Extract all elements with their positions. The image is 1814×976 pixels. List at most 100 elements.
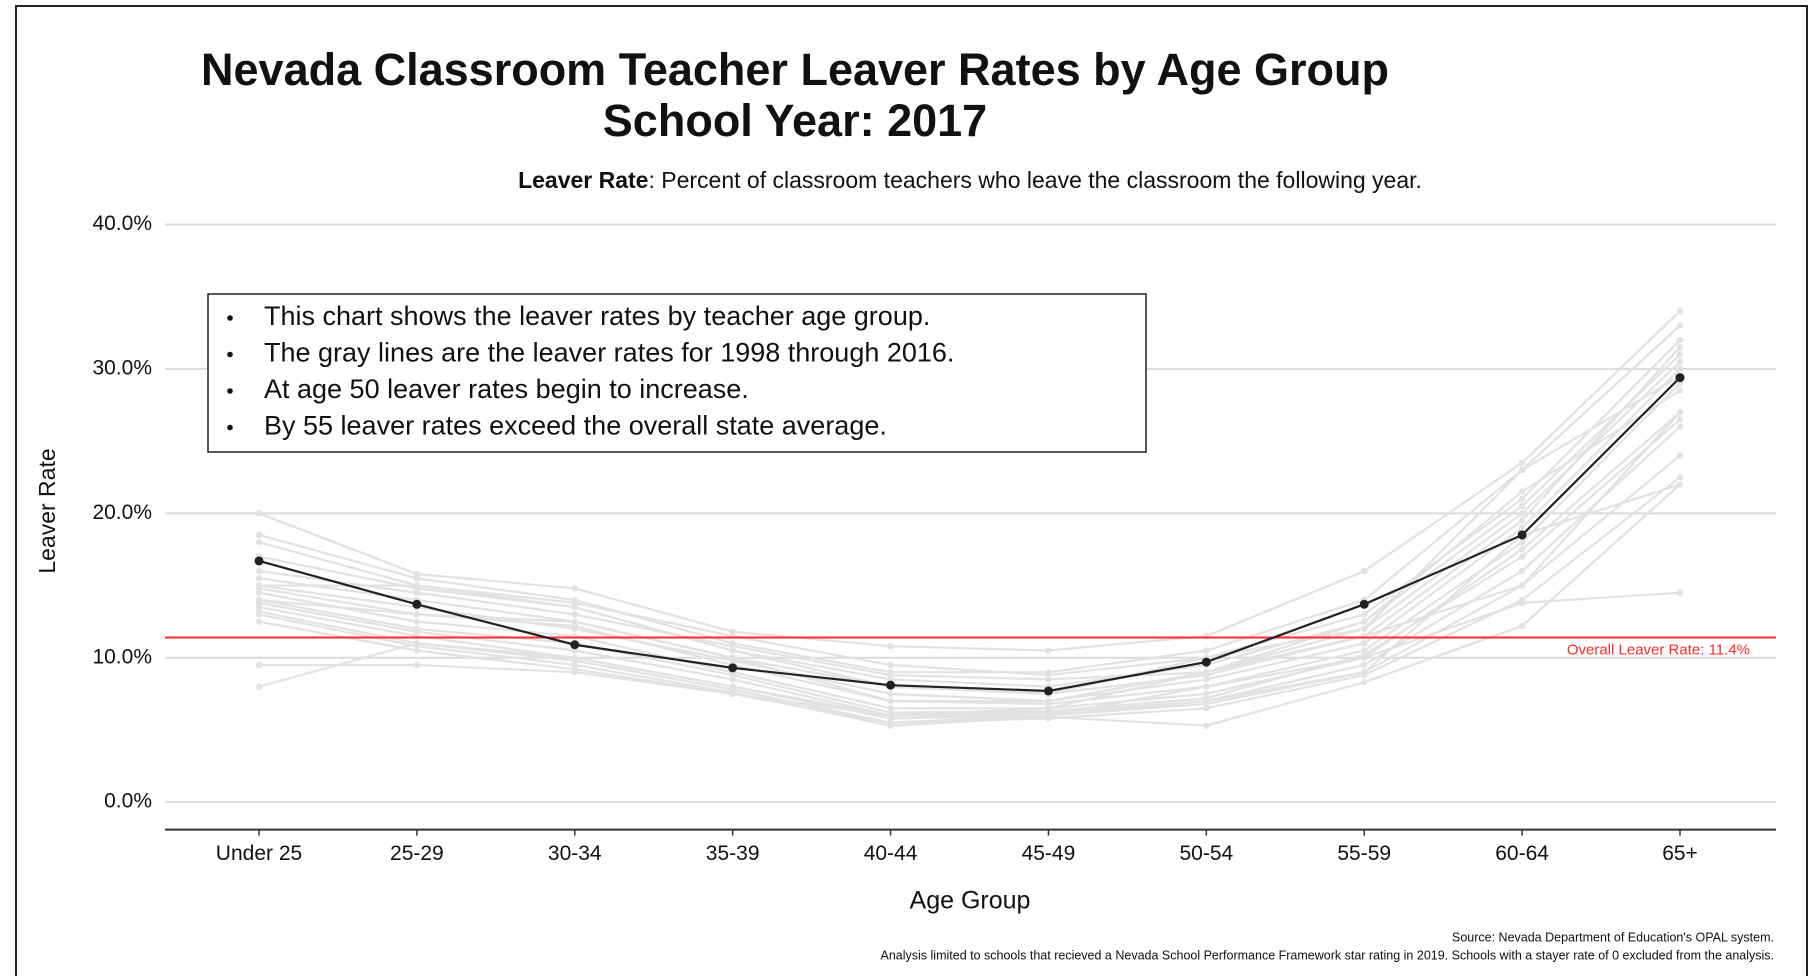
history-point <box>887 661 894 669</box>
history-point <box>413 611 421 618</box>
history-point <box>255 531 263 539</box>
history-point <box>729 676 736 683</box>
history-point <box>255 575 263 582</box>
history-point <box>413 640 421 647</box>
history-point <box>1045 697 1052 705</box>
history-point <box>1676 423 1684 430</box>
x-tick-label: 55-59 <box>1337 842 1391 865</box>
history-point <box>1676 365 1684 373</box>
x-tick-label: 40-44 <box>864 842 918 865</box>
history-point <box>1361 611 1368 618</box>
history-point <box>729 683 736 690</box>
history-point <box>413 582 421 589</box>
history-point <box>1676 344 1684 351</box>
history-point <box>887 697 894 705</box>
history-point <box>1518 488 1526 495</box>
subtitle: Leaver Rate: Percent of classroom teache… <box>518 167 1422 193</box>
history-point <box>1518 517 1526 524</box>
history-point <box>1676 589 1684 596</box>
series-point <box>412 599 422 609</box>
history-line <box>258 483 1681 727</box>
history-point <box>1676 416 1684 423</box>
y-tick-label: 20.0% <box>92 501 152 524</box>
notes-box: This chart shows the leaver rates by tea… <box>207 293 1147 453</box>
history-line <box>258 324 1681 674</box>
history-point <box>1361 654 1368 661</box>
history-line <box>258 389 1681 703</box>
history-point <box>1203 676 1210 683</box>
x-tick-label: 65+ <box>1662 842 1698 865</box>
bullet <box>227 424 233 431</box>
history-line <box>258 411 1681 717</box>
reference-label: Overall Leaver Rate: 11.4% <box>1567 641 1750 658</box>
history-point <box>255 539 263 546</box>
history-point <box>255 567 263 575</box>
history-point <box>1203 647 1210 654</box>
history-point <box>1203 683 1210 690</box>
history-point <box>571 585 578 592</box>
history-point <box>1045 676 1052 683</box>
note-text: The gray lines are the leaver rates for … <box>264 338 954 368</box>
y-tick-label: 10.0% <box>92 645 152 668</box>
series-point <box>1201 657 1211 667</box>
chart-title: Nevada Classroom Teacher Leaver Rates by… <box>201 44 1389 95</box>
history-point <box>255 618 263 625</box>
notes-frame <box>207 293 1147 453</box>
history-point <box>255 661 263 669</box>
bullet <box>227 388 233 394</box>
source-note: Source: Nevada Department of Education's… <box>1452 930 1774 944</box>
history-point <box>1361 618 1368 625</box>
history-point <box>1676 322 1684 329</box>
history-point <box>1518 567 1526 575</box>
history-point <box>1203 668 1210 676</box>
subtitle-term: Leaver Rate <box>518 167 648 193</box>
history-point <box>1361 679 1368 686</box>
history-line <box>258 310 1681 652</box>
history-point <box>729 690 736 698</box>
series-point <box>728 663 738 673</box>
history-line <box>258 425 1681 717</box>
bullet <box>227 351 233 358</box>
history-point <box>1676 336 1684 344</box>
series-point <box>1675 373 1685 383</box>
history-point <box>1045 705 1052 712</box>
history-point <box>1203 705 1210 712</box>
history-point <box>1518 622 1526 630</box>
history-point <box>887 642 894 650</box>
subtitle-text: : Percent of classroom teachers who leav… <box>648 167 1421 193</box>
history-point <box>1361 625 1368 633</box>
history-line <box>258 353 1681 688</box>
history-point <box>729 647 736 654</box>
source-note: Analysis limited to schools that recieve… <box>881 948 1774 962</box>
x-tick-label: Under 25 <box>216 842 302 865</box>
history-point <box>1518 459 1526 466</box>
history-point <box>413 575 421 582</box>
history-point <box>1361 640 1368 647</box>
history-point <box>255 582 263 589</box>
history-point <box>1676 481 1684 488</box>
series-point <box>570 640 580 650</box>
x-tick-label: 50-54 <box>1179 842 1233 865</box>
history-point <box>1518 539 1526 546</box>
history-point <box>571 654 578 661</box>
x-tick-label: 25-29 <box>390 842 444 865</box>
series-point <box>886 680 896 690</box>
history-line <box>259 375 1681 695</box>
y-tick-label: 0.0% <box>104 790 152 813</box>
history-point <box>887 719 894 726</box>
frame <box>15 5 1808 976</box>
x-tick-label: 45-49 <box>1022 842 1076 865</box>
history-point <box>1518 495 1526 503</box>
note-text: By 55 leaver rates exceed the overall st… <box>264 411 887 441</box>
history-point <box>571 604 578 611</box>
history-point <box>1203 722 1210 729</box>
x-tick-label: 30-34 <box>548 842 602 865</box>
history-line <box>259 591 1681 724</box>
history-point <box>1203 697 1210 705</box>
history-point <box>255 589 263 596</box>
history-point <box>1518 582 1526 589</box>
history-point <box>571 611 578 618</box>
history-point <box>413 589 421 596</box>
bullet <box>227 315 233 321</box>
